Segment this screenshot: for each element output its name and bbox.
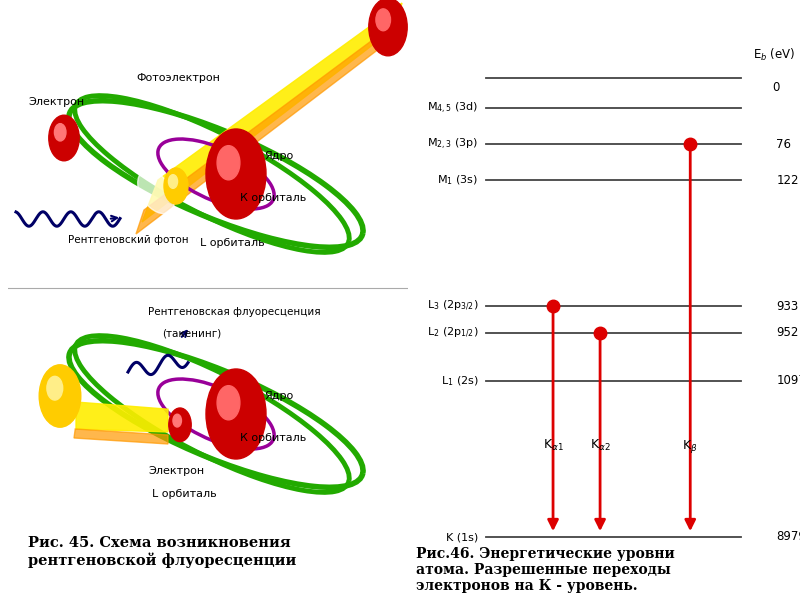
Circle shape xyxy=(47,376,62,400)
Text: К орбиталь: К орбиталь xyxy=(240,193,306,203)
Text: L$_{2}$ (2p$_{1/2}$): L$_{2}$ (2p$_{1/2}$) xyxy=(427,326,478,340)
Circle shape xyxy=(169,408,191,442)
Circle shape xyxy=(206,369,266,459)
Text: K$_{\alpha 1}$: K$_{\alpha 1}$ xyxy=(542,438,563,453)
Text: L орбиталь: L орбиталь xyxy=(152,489,217,499)
Circle shape xyxy=(217,146,240,180)
Text: Рентгеновский фотон: Рентгеновский фотон xyxy=(68,235,189,245)
Circle shape xyxy=(369,0,407,56)
Text: M$_{1}$ (3s): M$_{1}$ (3s) xyxy=(438,173,478,187)
Text: Рис.46. Энергетические уровни
атома. Разрешенные переходы
электронов на К - уров: Рис.46. Энергетические уровни атома. Раз… xyxy=(416,547,674,593)
Circle shape xyxy=(49,115,79,161)
Circle shape xyxy=(217,386,240,420)
Text: Рентгеновская флуоресценция: Рентгеновская флуоресценция xyxy=(148,307,321,317)
Polygon shape xyxy=(136,24,394,234)
Polygon shape xyxy=(76,402,168,432)
Text: 0: 0 xyxy=(773,81,780,94)
Text: 76: 76 xyxy=(777,137,791,151)
Text: (такенинг): (такенинг) xyxy=(162,328,222,338)
Text: 952: 952 xyxy=(777,326,799,340)
Text: 1097: 1097 xyxy=(777,374,800,388)
Circle shape xyxy=(54,124,66,141)
Circle shape xyxy=(39,365,81,427)
Polygon shape xyxy=(74,429,168,444)
Text: L орбиталь: L орбиталь xyxy=(200,238,265,248)
Circle shape xyxy=(206,129,266,219)
Text: K (1s): K (1s) xyxy=(446,532,478,542)
Polygon shape xyxy=(142,3,402,222)
Circle shape xyxy=(164,168,188,204)
Text: L$_{3}$ (2p$_{3/2}$): L$_{3}$ (2p$_{3/2}$) xyxy=(427,299,478,313)
Text: 8979: 8979 xyxy=(777,530,800,544)
Circle shape xyxy=(169,175,178,188)
Text: Ядро: Ядро xyxy=(264,391,294,401)
Text: Электрон: Электрон xyxy=(148,466,204,476)
Text: 933: 933 xyxy=(777,299,798,313)
Text: K$_{\beta}$: K$_{\beta}$ xyxy=(682,438,698,455)
Text: 122: 122 xyxy=(777,173,799,187)
Text: M$_{4,5}$ (3d): M$_{4,5}$ (3d) xyxy=(427,100,478,116)
Text: К орбиталь: К орбиталь xyxy=(240,433,306,443)
Text: L$_{1}$ (2s): L$_{1}$ (2s) xyxy=(441,374,478,388)
Text: Ядро: Ядро xyxy=(264,151,294,161)
Text: K$_{\alpha 2}$: K$_{\alpha 2}$ xyxy=(590,438,610,453)
Text: Электрон: Электрон xyxy=(28,97,84,107)
Text: E$_b$ (eV): E$_b$ (eV) xyxy=(753,47,795,63)
Text: M$_{2,3}$ (3p): M$_{2,3}$ (3p) xyxy=(427,136,478,152)
Circle shape xyxy=(173,414,182,427)
Text: Фотоэлектрон: Фотоэлектрон xyxy=(136,73,220,83)
Text: Рис. 45. Схема возникновения
рентгеновской флуоресценции: Рис. 45. Схема возникновения рентгеновск… xyxy=(28,536,296,568)
Ellipse shape xyxy=(138,170,174,214)
Circle shape xyxy=(376,9,390,31)
